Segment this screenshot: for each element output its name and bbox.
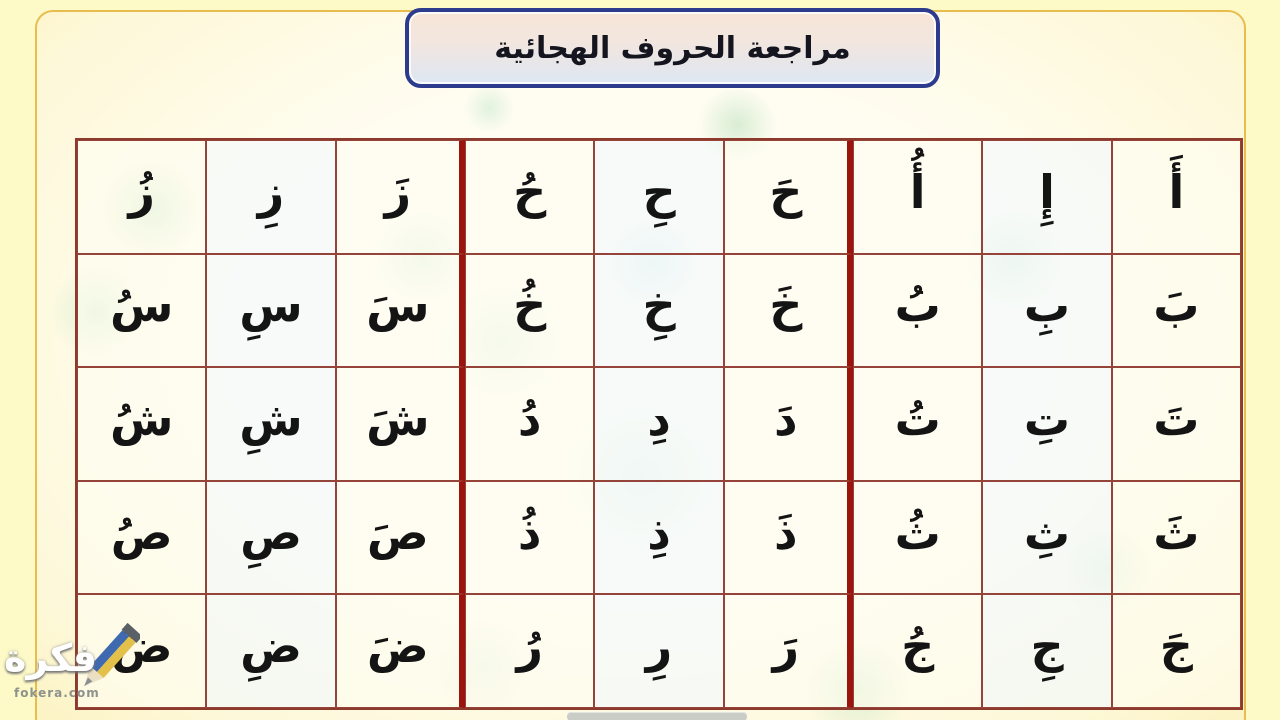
letter-cell: زَ	[335, 140, 466, 254]
letter-cell: ذَ	[723, 480, 854, 595]
watermark: فكرة fokera.com	[0, 612, 150, 712]
letter-cell: رُ	[465, 594, 595, 708]
pencil-icon	[84, 622, 140, 687]
letter-cell: دِ	[594, 367, 724, 481]
letter-cell: رَ	[723, 594, 854, 708]
letter-cell: جَ	[1111, 594, 1241, 708]
letter-cell: خُ	[465, 253, 595, 368]
letter-cell: سَ	[335, 253, 466, 368]
letter-cell: زِ	[206, 140, 336, 254]
watermark-name: فكرة	[4, 636, 98, 680]
letter-cell: حَ	[723, 140, 854, 254]
letters-grid: أَ إِ أُ حَ حِ حُ زَ زِ زُ بَ بِ بُ خَ خِ خُ سَ سِ سُ تَ تِ…	[75, 138, 1243, 710]
bottom-scrollbar[interactable]	[567, 712, 747, 720]
watermark-domain: fokera.com	[14, 686, 100, 700]
letter-cell: رِ	[594, 594, 724, 708]
letter-cell: ثِ	[982, 480, 1112, 595]
letter-cell: سِ	[206, 253, 336, 368]
letter-cell: شَ	[335, 367, 466, 481]
letter-cell: جُ	[853, 594, 983, 708]
letter-cell: تُ	[853, 367, 983, 481]
letter-cell: ثَ	[1111, 480, 1241, 595]
letter-cell: بَ	[1111, 253, 1241, 368]
letter-cell: دُ	[465, 367, 595, 481]
letter-cell: خَ	[723, 253, 854, 368]
title-box: مراجعة الحروف الهجائية	[405, 8, 940, 88]
letter-cell: بِ	[982, 253, 1112, 368]
letter-cell: صَ	[335, 480, 466, 595]
letter-cell: سُ	[77, 253, 207, 368]
letter-cell: إِ	[982, 140, 1112, 254]
letter-cell: شِ	[206, 367, 336, 481]
letter-cell: تَ	[1111, 367, 1241, 481]
letter-cell: ذُ	[465, 480, 595, 595]
letter-cell: ضَ	[335, 594, 466, 708]
letter-cell: صِ	[206, 480, 336, 595]
letter-cell: ضِ	[206, 594, 336, 708]
letter-cell: بُ	[853, 253, 983, 368]
letter-cell: ذِ	[594, 480, 724, 595]
decor-bubble	[462, 84, 517, 132]
letter-cell: أَ	[1111, 140, 1241, 254]
letter-cell: حُ	[465, 140, 595, 254]
letter-cell: دَ	[723, 367, 854, 481]
letter-cell: زُ	[77, 140, 207, 254]
letter-cell: صُ	[77, 480, 207, 595]
letter-cell: حِ	[594, 140, 724, 254]
page-title: مراجعة الحروف الهجائية	[494, 30, 851, 66]
letter-cell: خِ	[594, 253, 724, 368]
letter-cell: تِ	[982, 367, 1112, 481]
letter-cell: ثُ	[853, 480, 983, 595]
letter-cell: أُ	[853, 140, 983, 254]
letter-cell: شُ	[77, 367, 207, 481]
letter-cell: جِ	[982, 594, 1112, 708]
